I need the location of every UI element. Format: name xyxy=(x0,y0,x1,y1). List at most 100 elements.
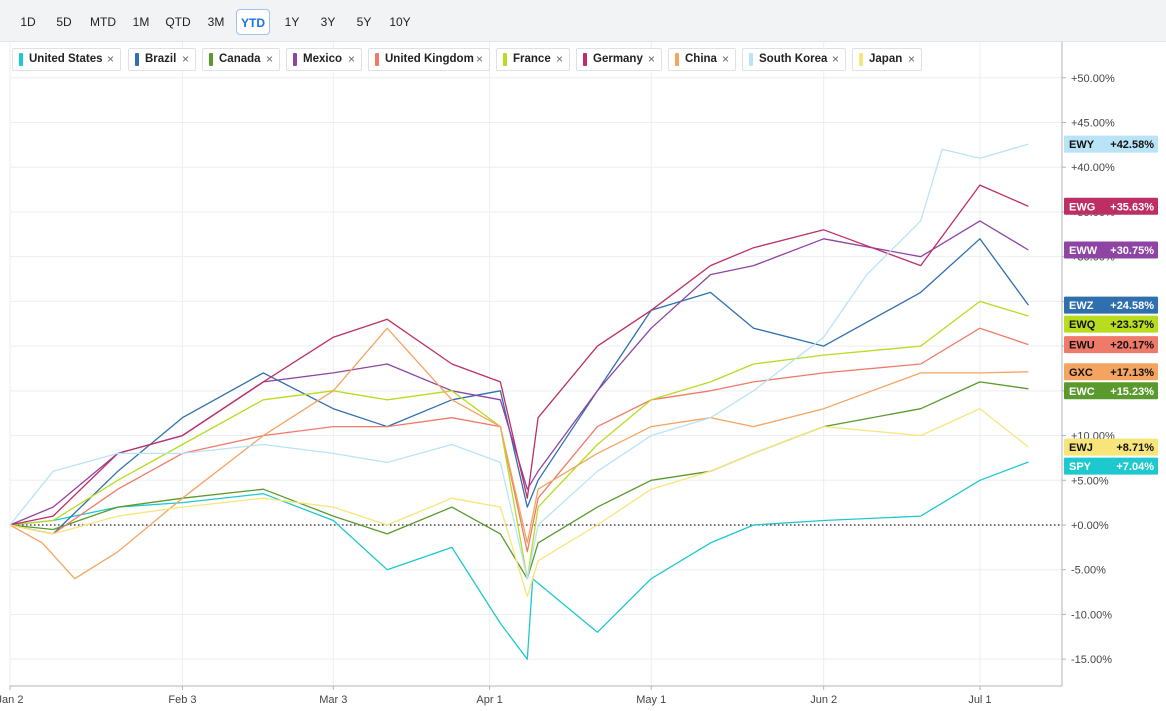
range-button-1y[interactable]: 1Y xyxy=(284,15,300,29)
remove-series-icon[interactable]: × xyxy=(907,52,915,66)
range-button-ytd[interactable]: YTD xyxy=(236,9,270,35)
legend-chip-south-korea[interactable]: South Korea × xyxy=(742,48,846,71)
legend-swatch xyxy=(675,53,679,66)
badge-value: +42.58% xyxy=(1110,139,1154,151)
value-badge-ewg xyxy=(1064,197,1158,215)
remove-series-icon[interactable]: × xyxy=(181,52,189,66)
badge-value: +17.13% xyxy=(1110,367,1154,379)
legend-chip-mexico[interactable]: Mexico × xyxy=(286,48,362,71)
badge-value: +8.71% xyxy=(1116,442,1154,454)
value-badge-ewq xyxy=(1064,315,1158,333)
y-tick-label: +0.00% xyxy=(1071,520,1109,532)
legend-label: South Korea xyxy=(759,53,828,65)
time-range-toolbar: 1D 5D MTD 1M QTD 3M YTD 1Y 3Y 5Y 10Y xyxy=(0,0,1166,42)
x-tick-label: Jul 1 xyxy=(968,694,991,706)
series-line-ewq[interactable] xyxy=(9,300,1029,580)
range-button-1d[interactable]: 1D xyxy=(20,15,36,29)
badge-ticker: EWZ xyxy=(1069,300,1094,312)
y-tick-label: +5.00% xyxy=(1071,475,1109,487)
value-badge-gxc xyxy=(1064,363,1158,381)
series-line-ewj[interactable] xyxy=(9,408,1029,598)
y-tick-label: +50.00% xyxy=(1071,73,1115,85)
legend-label: United States xyxy=(29,53,103,65)
legend-swatch xyxy=(293,53,297,66)
series-line-spy[interactable] xyxy=(9,461,1029,660)
value-badge-ewy xyxy=(1064,135,1158,153)
remove-series-icon[interactable]: × xyxy=(106,52,114,66)
legend-chip-united-kingdom[interactable]: United Kingdom × xyxy=(368,48,490,71)
legend-swatch xyxy=(209,53,213,66)
badge-value: +23.37% xyxy=(1110,319,1154,331)
range-button-qtd[interactable]: QTD xyxy=(165,15,191,29)
value-badge-ewj xyxy=(1064,438,1158,456)
badge-ticker: EWQ xyxy=(1069,319,1096,331)
legend-label: China xyxy=(685,53,717,65)
legend-chip-china[interactable]: China × xyxy=(668,48,736,71)
remove-series-icon[interactable]: × xyxy=(347,52,355,66)
range-button-10y[interactable]: 10Y xyxy=(389,15,411,29)
badge-ticker: EWY xyxy=(1069,139,1095,151)
x-tick-label: May 1 xyxy=(636,694,666,706)
legend-swatch xyxy=(503,53,507,66)
badge-ticker: EWU xyxy=(1069,340,1095,352)
legend-swatch xyxy=(375,53,379,66)
remove-series-icon[interactable]: × xyxy=(555,52,563,66)
remove-series-icon[interactable]: × xyxy=(647,52,655,66)
series-line-ewz[interactable] xyxy=(9,238,1029,535)
remove-series-icon[interactable]: × xyxy=(721,52,729,66)
legend-label: Mexico xyxy=(303,53,342,65)
range-button-1m[interactable]: 1M xyxy=(132,15,150,29)
y-tick-label: -10.00% xyxy=(1071,609,1112,621)
legend-label: Brazil xyxy=(145,53,177,65)
legend-chip-france[interactable]: France × xyxy=(496,48,570,71)
series-line-ewy[interactable] xyxy=(9,143,1029,580)
x-tick-label: Feb 3 xyxy=(168,694,196,706)
legend-chip-united-states[interactable]: United States × xyxy=(12,48,121,71)
y-tick-label: +45.00% xyxy=(1071,118,1115,130)
series-line-gxc[interactable] xyxy=(9,327,1029,580)
comparison-line-chart: +50.00%+45.00%+40.00%+35.00%+30.00%+25.0… xyxy=(0,42,1158,706)
x-tick-label: Jan 2 xyxy=(0,694,23,706)
x-tick-label: Apr 1 xyxy=(476,694,502,706)
range-button-3m[interactable]: 3M xyxy=(207,15,225,29)
badge-ticker: EWW xyxy=(1069,245,1098,257)
legend-swatch xyxy=(583,53,587,66)
legend-swatch xyxy=(135,53,139,66)
badge-ticker: EWG xyxy=(1069,201,1095,213)
legend-label: France xyxy=(513,53,551,65)
badge-value: +7.04% xyxy=(1116,461,1154,473)
legend-label: Canada xyxy=(219,53,261,65)
series-line-ewg[interactable] xyxy=(9,184,1029,526)
badge-value: +24.58% xyxy=(1110,300,1154,312)
legend-chip-germany[interactable]: Germany × xyxy=(576,48,662,71)
legend-chip-brazil[interactable]: Brazil × xyxy=(128,48,196,71)
badge-ticker: GXC xyxy=(1069,367,1093,379)
x-tick-label: Mar 3 xyxy=(319,694,347,706)
remove-series-icon[interactable]: × xyxy=(475,52,483,66)
legend-swatch xyxy=(859,53,863,66)
legend-label: Germany xyxy=(593,53,643,65)
badge-value: +15.23% xyxy=(1110,386,1154,398)
range-button-5d[interactable]: 5D xyxy=(56,15,72,29)
remove-series-icon[interactable]: × xyxy=(265,52,273,66)
range-button-3y[interactable]: 3Y xyxy=(320,15,336,29)
value-badge-ewz xyxy=(1064,296,1158,314)
badge-ticker: EWJ xyxy=(1069,442,1093,454)
value-badge-ewc xyxy=(1064,382,1158,400)
y-tick-label: +40.00% xyxy=(1071,162,1115,174)
badge-ticker: SPY xyxy=(1069,461,1092,473)
remove-series-icon[interactable]: × xyxy=(831,52,839,66)
range-button-mtd[interactable]: MTD xyxy=(90,15,116,29)
legend-label: United Kingdom xyxy=(385,53,474,65)
legend-chip-japan[interactable]: Japan × xyxy=(852,48,922,71)
y-tick-label: -5.00% xyxy=(1071,565,1106,577)
badge-ticker: EWC xyxy=(1069,386,1095,398)
badge-value: +30.75% xyxy=(1110,245,1154,257)
badge-value: +20.17% xyxy=(1110,340,1154,352)
x-tick-label: Jun 2 xyxy=(810,694,837,706)
legend-swatch xyxy=(749,53,753,66)
legend-chip-canada[interactable]: Canada × xyxy=(202,48,280,71)
legend-swatch xyxy=(19,53,23,66)
legend-label: Japan xyxy=(869,53,903,65)
range-button-5y[interactable]: 5Y xyxy=(356,15,372,29)
